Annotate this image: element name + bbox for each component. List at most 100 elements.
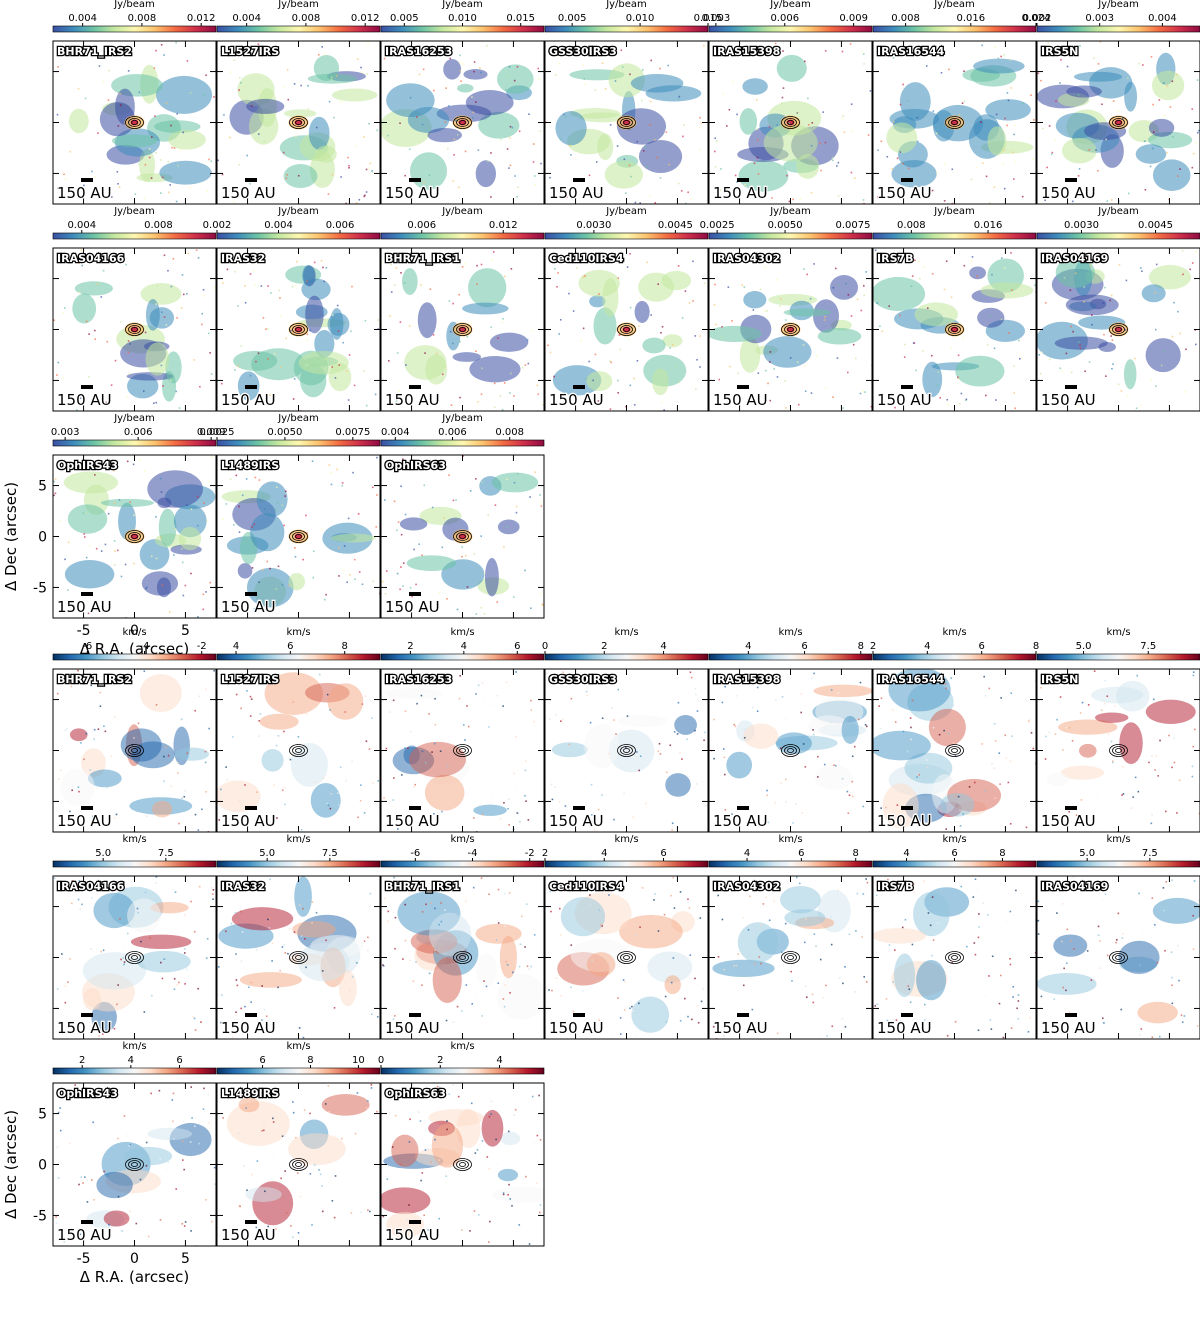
noise-pixel: [210, 886, 213, 889]
noise-pixel: [475, 693, 477, 695]
noise-pixel: [431, 1029, 433, 1032]
noise-pixel: [669, 744, 672, 747]
noise-pixel: [103, 1170, 105, 1173]
noise-pixel: [180, 718, 183, 721]
emission-blob: [427, 127, 462, 143]
noise-pixel: [1135, 407, 1138, 410]
panel-source-label: IRAS04302: [713, 880, 780, 893]
noise-pixel: [315, 126, 318, 129]
noise-pixel: [810, 677, 813, 680]
noise-pixel: [481, 367, 483, 370]
colorbar-tick-label: 0.006: [407, 220, 436, 231]
noise-pixel: [931, 896, 934, 898]
noise-pixel: [533, 175, 536, 177]
emission-blob: [630, 74, 684, 93]
colorbar-tick-label: 5.0: [259, 848, 275, 859]
noise-pixel: [186, 504, 188, 507]
noise-pixel: [241, 931, 244, 933]
velocity-patch: [386, 688, 443, 699]
noise-pixel: [615, 733, 617, 735]
noise-pixel: [582, 276, 585, 279]
noise-pixel: [396, 572, 399, 575]
scale-bar: [409, 592, 421, 596]
colorbar-unit: Jy/beam: [277, 413, 319, 424]
noise-pixel: [183, 914, 186, 916]
noise-pixel: [327, 193, 330, 195]
noise-pixel: [938, 733, 941, 736]
noise-pixel: [170, 785, 173, 788]
noise-pixel: [57, 1111, 60, 1114]
noise-pixel: [610, 740, 612, 743]
noise-pixel: [86, 1201, 89, 1203]
noise-pixel: [501, 408, 504, 411]
noise-pixel: [203, 94, 206, 96]
continuum-contour: [1112, 953, 1125, 962]
scale-bar: [1065, 178, 1077, 182]
noise-pixel: [906, 750, 909, 753]
noise-pixel: [440, 902, 442, 904]
noise-pixel: [251, 1173, 253, 1176]
colorbar-tick-label: 0.004: [232, 13, 261, 24]
noise-pixel: [1000, 257, 1003, 259]
noise-pixel: [524, 946, 526, 948]
noise-pixel: [1193, 728, 1196, 731]
noise-pixel: [250, 981, 253, 984]
scale-bar: [737, 806, 749, 810]
noise-pixel: [804, 390, 807, 392]
emission-blob: [111, 134, 158, 148]
noise-pixel: [156, 285, 159, 287]
colorbar-tick-label: 0.009: [839, 13, 868, 24]
noise-pixel: [752, 706, 754, 709]
noise-pixel: [1191, 166, 1194, 169]
noise-pixel: [355, 201, 358, 204]
noise-pixel: [99, 705, 102, 707]
noise-pixel: [260, 683, 263, 686]
noise-pixel: [333, 116, 335, 119]
noise-pixel: [741, 284, 743, 286]
noise-pixel: [1041, 351, 1043, 354]
noise-pixel: [865, 725, 868, 728]
noise-pixel: [267, 918, 269, 921]
noise-pixel: [384, 897, 386, 900]
noise-pixel: [467, 725, 470, 728]
noise-pixel: [1150, 822, 1153, 825]
noise-pixel: [164, 798, 166, 801]
noise-pixel: [150, 555, 153, 558]
emission-blob: [165, 351, 182, 384]
noise-pixel: [85, 320, 88, 323]
noise-pixel: [860, 309, 863, 312]
colorbar-unit: km/s: [614, 834, 638, 845]
continuum-contour: [456, 1160, 469, 1169]
noise-pixel: [210, 373, 213, 375]
noise-pixel: [1037, 900, 1040, 903]
noise-pixel: [850, 171, 853, 174]
noise-pixel: [922, 350, 924, 352]
noise-pixel: [570, 185, 573, 188]
noise-pixel: [526, 965, 529, 968]
noise-pixel: [56, 988, 59, 990]
noise-pixel: [330, 78, 333, 80]
noise-pixel: [503, 1005, 506, 1008]
noise-pixel: [756, 156, 759, 159]
noise-pixel: [1171, 766, 1173, 769]
noise-pixel: [1192, 948, 1195, 951]
noise-pixel: [1196, 79, 1199, 81]
noise-pixel: [1062, 986, 1065, 989]
colorbar-tick-label: 7.5: [1142, 848, 1158, 859]
colorbar-unit: Jy/beam: [769, 206, 811, 217]
noise-pixel: [386, 1178, 389, 1180]
noise-pixel: [480, 606, 483, 609]
noise-pixel: [213, 669, 215, 672]
noise-pixel: [1176, 812, 1178, 814]
noise-pixel: [862, 199, 865, 201]
scale-bar-label: 150 AU: [1041, 812, 1096, 830]
noise-pixel: [684, 290, 687, 292]
scale-bar-label: 150 AU: [385, 184, 440, 202]
noise-pixel: [434, 907, 436, 910]
noise-pixel: [84, 1176, 86, 1178]
continuum-contour: [125, 116, 144, 129]
noise-pixel: [866, 881, 869, 884]
continuum-contour: [784, 118, 797, 127]
noise-pixel: [1095, 149, 1097, 151]
